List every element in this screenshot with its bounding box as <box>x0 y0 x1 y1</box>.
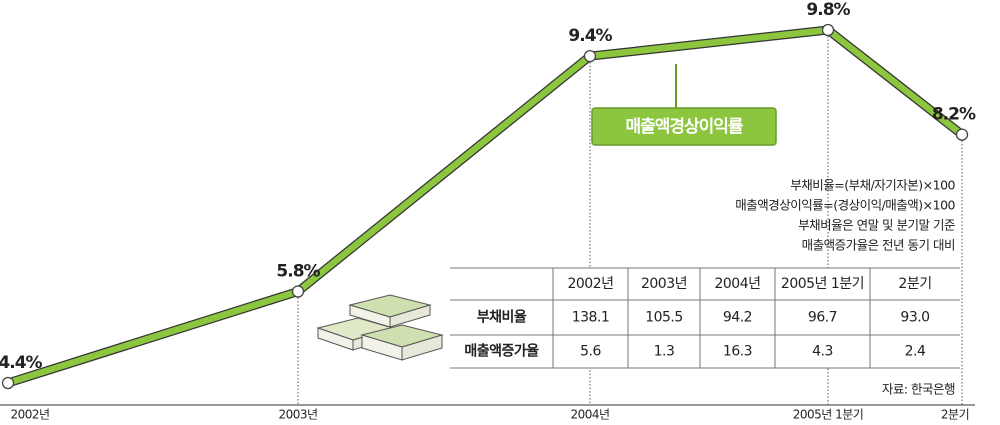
table-header: 2002년 <box>567 276 613 292</box>
point <box>821 23 835 37</box>
note: 부채비율=(부채/자기자본)×100 <box>790 178 955 193</box>
value-label: 9.4% <box>568 26 612 46</box>
money-icon <box>316 294 444 361</box>
table-cell: 138.1 <box>572 310 610 326</box>
point <box>291 285 305 298</box>
table-cell: 4.3 <box>812 344 833 360</box>
table-row-label: 부채비율 <box>477 309 527 326</box>
table-cell: 96.7 <box>808 310 837 326</box>
table-cell: 93.0 <box>900 310 929 326</box>
value-label: 9.8% <box>806 0 850 20</box>
legend-box <box>591 107 777 146</box>
note: 매출액경상이익률=(경상이익/매출액)×100 <box>735 198 955 213</box>
table-row-label: 매출액증가율 <box>464 343 539 360</box>
note: 매출액증가율은 전년 동기 대비 <box>802 238 955 253</box>
x-tick-label: 2005년 1분기 <box>793 408 864 422</box>
legend-label: 매출액경상이익률 <box>625 117 743 137</box>
value-label: 5.8% <box>276 261 320 281</box>
source: 자료: 한국은행 <box>882 382 955 397</box>
x-tick-label: 2002년 <box>10 408 49 422</box>
table-cell: 16.3 <box>723 344 752 360</box>
table-cell: 94.2 <box>723 310 752 326</box>
point <box>955 128 969 141</box>
table-bg <box>450 268 960 368</box>
note: 부채비율은 연말 및 분기말 기준 <box>798 218 955 233</box>
table-header: 2005년 1분기 <box>781 276 864 292</box>
table-header: 2003년 <box>641 276 687 292</box>
x-tick-label: 2003년 <box>278 408 317 422</box>
x-tick-label: 2분기 <box>941 408 969 422</box>
table-cell: 5.6 <box>580 344 601 360</box>
table-cell: 1.3 <box>654 344 675 360</box>
value-label: 4.4% <box>0 353 43 373</box>
point <box>1 376 15 390</box>
table-cell: 2.4 <box>905 344 926 360</box>
table-cell: 105.5 <box>645 310 683 326</box>
table-header: 2004년 <box>714 276 760 292</box>
table-header: 2분기 <box>898 276 931 292</box>
value-label: 8.2% <box>932 105 976 125</box>
point <box>583 49 597 63</box>
x-tick-label: 2004년 <box>570 408 609 422</box>
